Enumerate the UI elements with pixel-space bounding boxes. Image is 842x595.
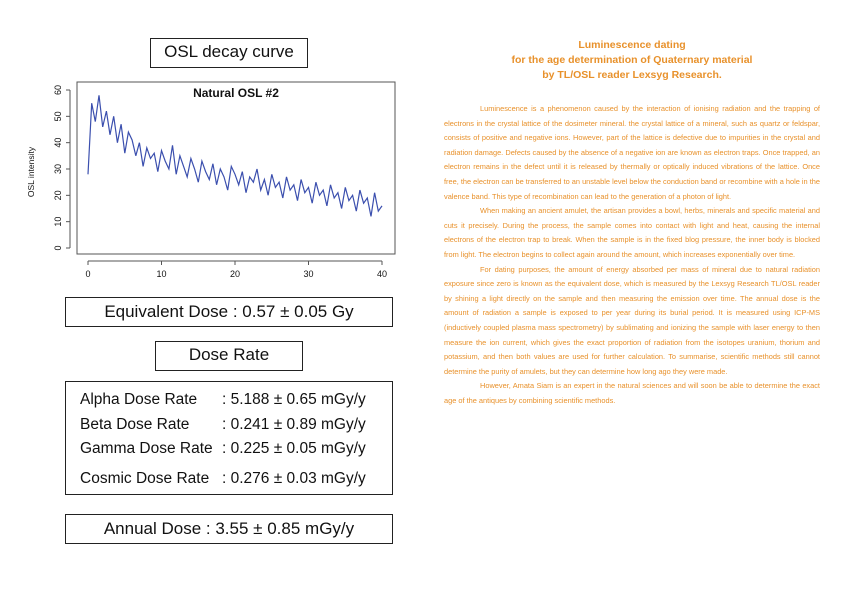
dose-rate-label: Alpha Dose Rate: [80, 391, 198, 408]
dose-rate-row: Gamma Dose Rate : 0.225 ± 0.05 mGy/y: [80, 437, 392, 462]
article: Luminescence dating for the age determin…: [444, 38, 820, 408]
article-paragraph: When making an ancient amulet, the artis…: [444, 206, 820, 259]
dose-rate-row: Alpha Dose Rate : 5.188 ± 0.65 mGy/y: [80, 388, 392, 413]
dose-rate-row: Cosmic Dose Rate : 0.276 ± 0.03 mGy/y: [80, 467, 392, 492]
y-tick-label: 60: [53, 85, 63, 95]
dose-rate-title: Dose Rate: [155, 341, 303, 371]
dose-rate-value: : 0.276 ± 0.03 mGy/y: [222, 469, 366, 487]
dose-rates-table: Alpha Dose Rate : 5.188 ± 0.65 mGy/y Bet…: [65, 381, 393, 495]
y-axis: 0 10 20 30 40 50 60: [53, 85, 71, 251]
dose-rate-value: : 0.241 ± 0.89 mGy/y: [222, 415, 366, 433]
article-paragraph: However, Amata Siam is an expert in the …: [444, 381, 820, 405]
x-tick-label: 20: [230, 269, 240, 279]
y-tick-label: 0: [53, 245, 63, 250]
y-tick-label: 40: [53, 138, 63, 148]
heading-line: for the age determination of Quaternary …: [511, 54, 753, 66]
y-axis-label: OSL intensity: [26, 146, 36, 197]
y-tick-label: 50: [53, 111, 63, 121]
x-axis: 0 10 20 30 40: [85, 260, 387, 279]
equivalent-dose-box: Equivalent Dose : 0.57 ± 0.05 Gy: [65, 297, 393, 327]
x-tick-label: 10: [156, 269, 166, 279]
article-heading: Luminescence dating for the age determin…: [444, 38, 820, 83]
dose-rate-value: : 0.225 ± 0.05 mGy/y: [222, 440, 366, 457]
equivalent-dose-text: Equivalent Dose : 0.57 ± 0.05 Gy: [104, 302, 354, 321]
osl-intensity-series: [87, 95, 383, 217]
annual-dose-text: Annual Dose : 3.55 ± 0.85 mGy/y: [103, 519, 355, 538]
y-tick-label: 10: [53, 217, 63, 227]
dose-rate-label: Beta Dose Rate: [80, 415, 190, 433]
chart-title: Natural OSL #2: [193, 86, 279, 100]
article-paragraph: For dating purposes, the amount of energ…: [444, 264, 820, 376]
dose-rate-row: Beta Dose Rate : 0.241 ± 0.89 mGy/y: [80, 413, 392, 438]
plot-frame: [76, 81, 396, 255]
x-tick-label: 40: [377, 269, 387, 279]
osl-decay-curve-title: OSL decay curve: [150, 38, 308, 68]
article-paragraph: Luminescence is a phenomenon caused by t…: [444, 104, 820, 201]
heading-line: Luminescence dating: [578, 39, 686, 51]
dose-rate-label: Cosmic Dose Rate: [80, 469, 210, 487]
x-tick-label: 30: [303, 269, 313, 279]
osl-decay-chart: Natural OSL #2 OSL intensity 0 10 20 30 40 50…: [26, 81, 396, 279]
dose-rate-value: : 5.188 ± 0.65 mGy/y: [222, 391, 366, 408]
annual-dose-box: Annual Dose : 3.55 ± 0.85 mGy/y: [65, 514, 393, 544]
heading-line: by TL/OSL reader Lexsyg Research.: [542, 69, 722, 81]
y-tick-label: 30: [53, 164, 63, 174]
x-tick-label: 0: [85, 269, 90, 279]
dose-rate-label: Gamma Dose Rate: [80, 440, 213, 457]
y-tick-label: 20: [53, 190, 63, 200]
